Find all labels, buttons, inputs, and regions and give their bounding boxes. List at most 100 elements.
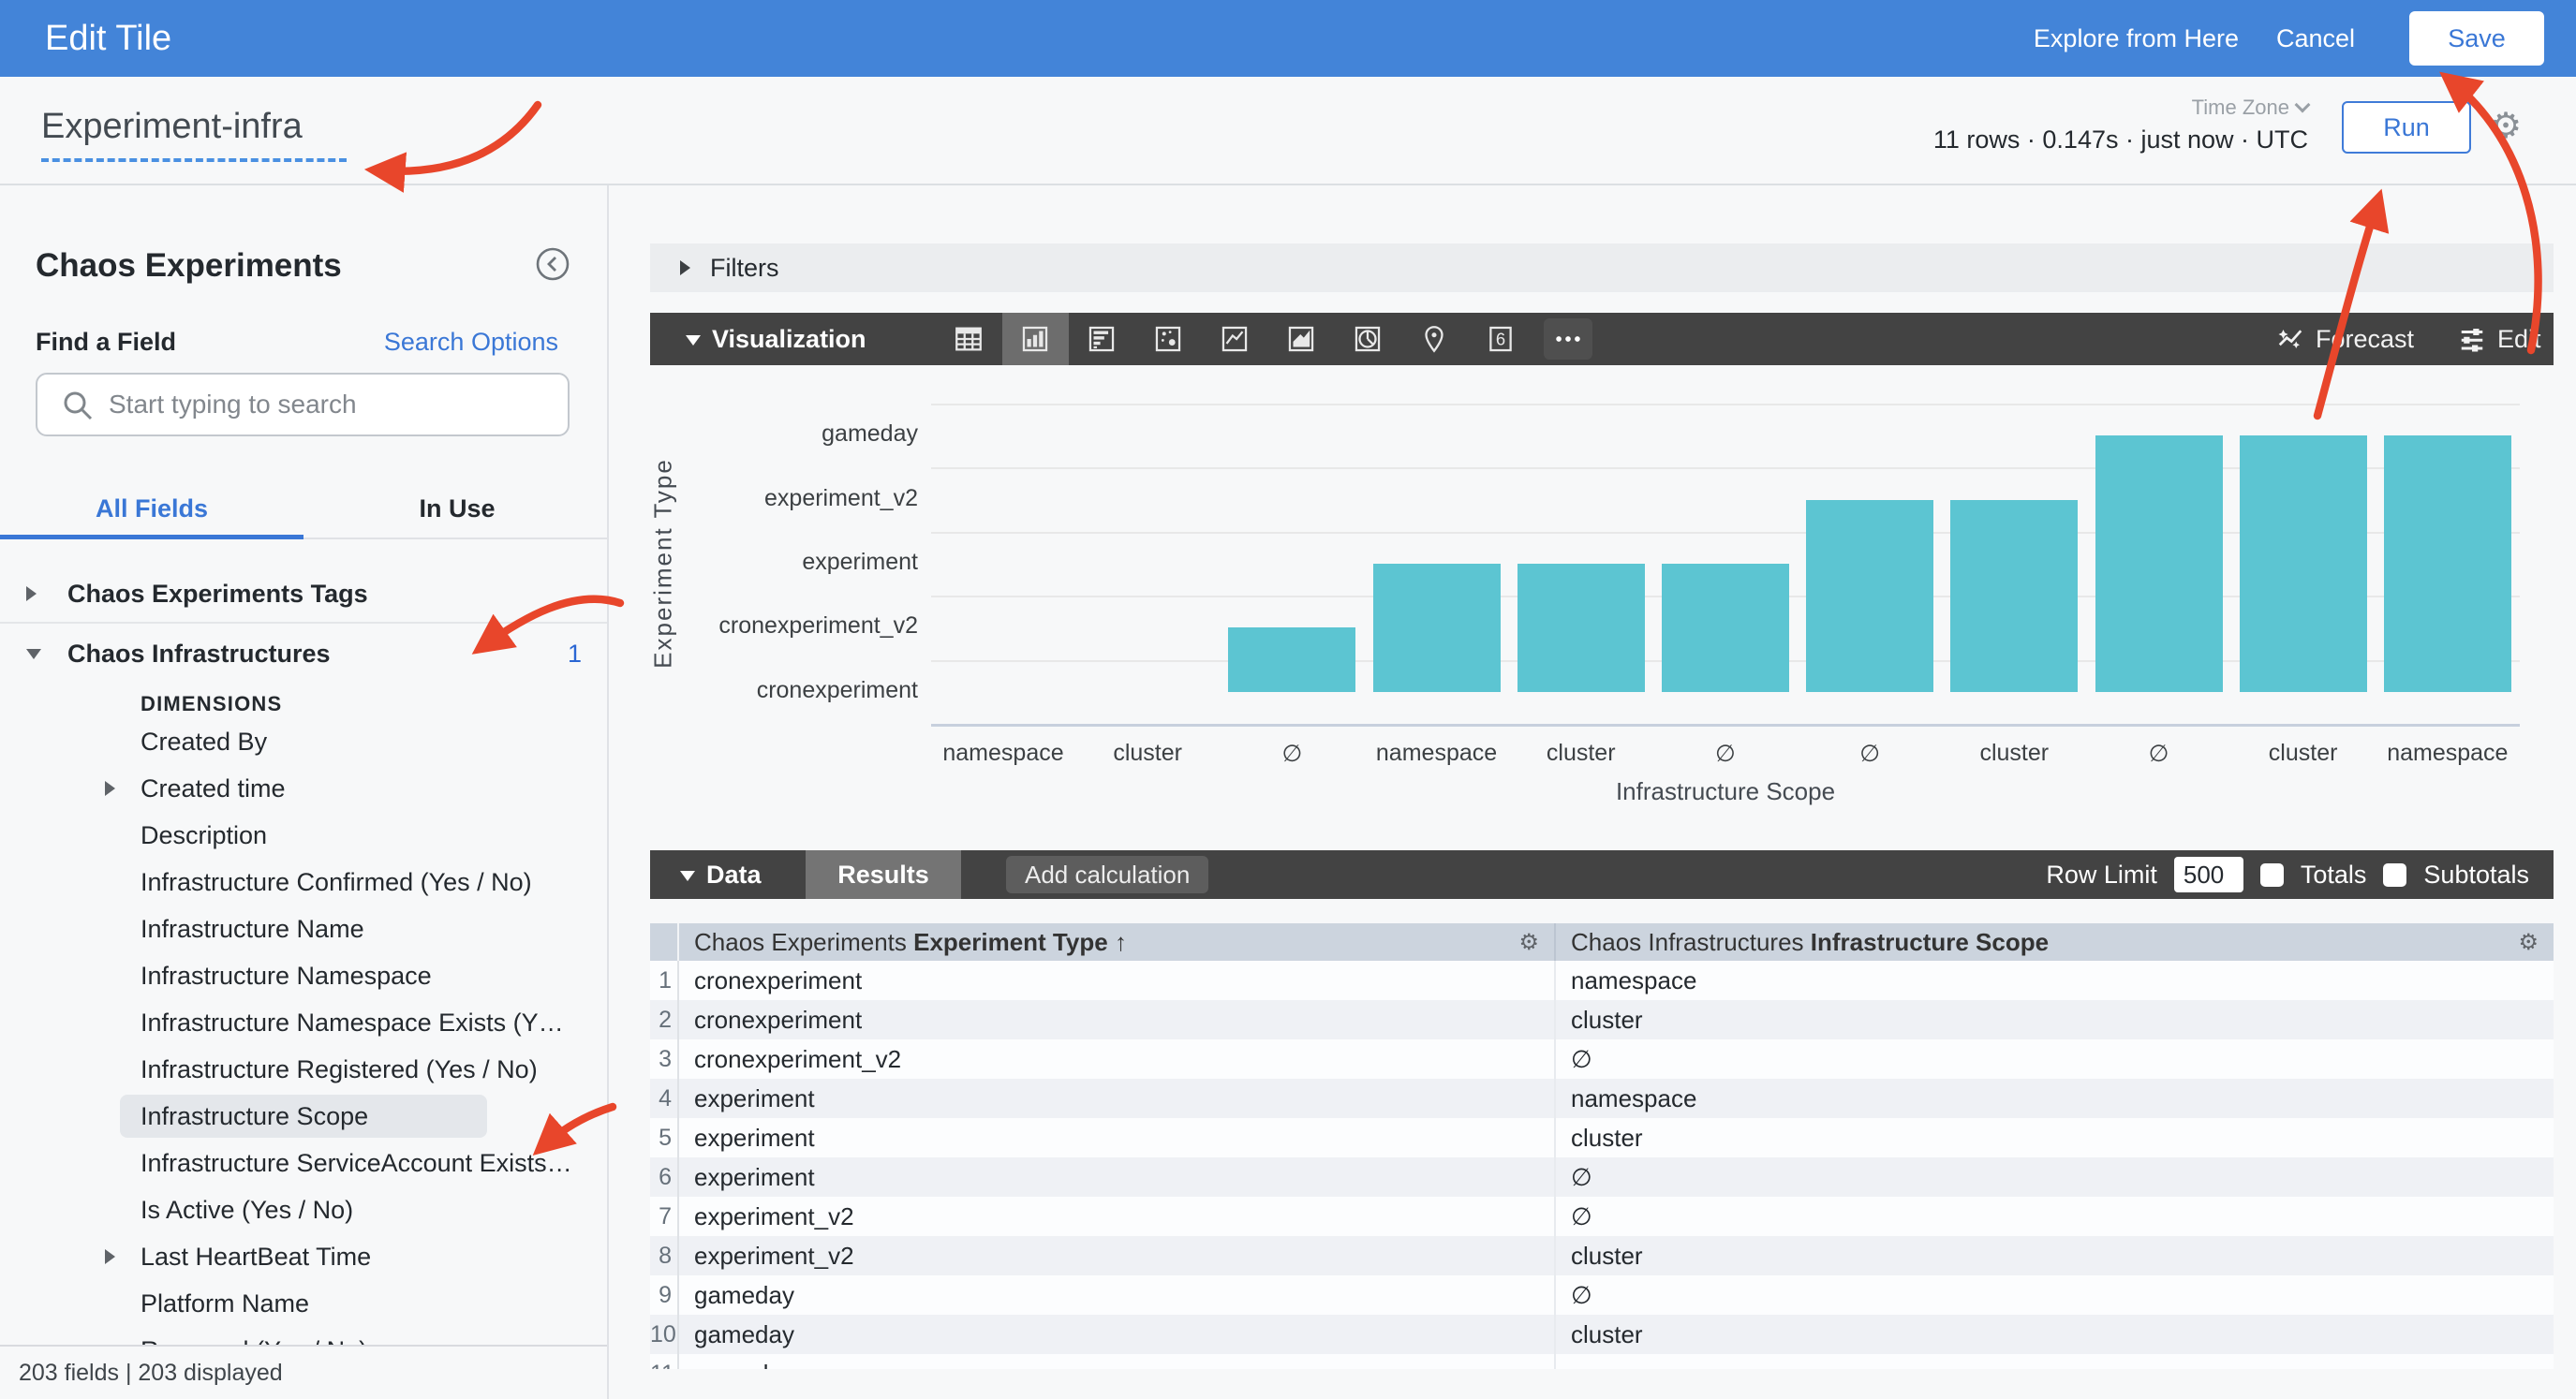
cell-infrastructure-scope[interactable]: cluster <box>1554 1118 2554 1157</box>
table-row: 8 experiment_v2 cluster <box>650 1236 2554 1275</box>
single-value-icon[interactable]: 6 <box>1468 313 1534 365</box>
explore-header: Experiment-infra Time Zone 11 rows · 0.1… <box>0 77 2576 185</box>
tab-in-use[interactable]: In Use <box>419 494 496 523</box>
cell-infrastructure-scope[interactable]: cluster <box>1554 1315 2554 1354</box>
totals-checkbox[interactable] <box>2259 862 2284 887</box>
tree-item-created-time[interactable]: Created time <box>0 765 607 812</box>
tree-item-infrastructure-namespace-exists-y[interactable]: Infrastructure Namespace Exists (Y… <box>0 999 607 1046</box>
tree-item-infrastructure-scope[interactable]: Infrastructure Scope <box>0 1093 607 1140</box>
search-options-link[interactable]: Search Options <box>383 328 558 356</box>
tree-item-infrastructure-namespace[interactable]: Infrastructure Namespace <box>0 952 607 999</box>
more-icon[interactable] <box>1534 313 1601 365</box>
tree-item-is-active-yes-no[interactable]: Is Active (Yes / No) <box>0 1186 607 1233</box>
map-pin-icon[interactable] <box>1401 313 1468 365</box>
run-button[interactable]: Run <box>2342 101 2471 154</box>
filters-section-header[interactable]: Filters <box>650 243 2554 292</box>
chart-bar[interactable] <box>2239 435 2367 692</box>
scatter-chart-icon[interactable] <box>1135 313 1202 365</box>
cell-infrastructure-scope[interactable]: cluster <box>1554 1000 2554 1039</box>
caret-down-icon[interactable] <box>680 871 695 881</box>
row-number: 5 <box>650 1118 679 1157</box>
cell-experiment-type[interactable]: gameday <box>679 1354 1554 1369</box>
cell-experiment-type[interactable]: gameday <box>694 1281 794 1309</box>
row-limit-input[interactable] <box>2173 857 2243 892</box>
cell-experiment-type[interactable]: experiment <box>694 1124 815 1152</box>
cancel-button[interactable]: Cancel <box>2275 24 2355 52</box>
cell-experiment-type[interactable]: cronexperiment_v2 <box>694 1045 902 1073</box>
tree-item-description[interactable]: Description <box>0 812 607 859</box>
cell-infrastructure-scope[interactable]: ∅ <box>1554 1275 2554 1315</box>
tree-item-infrastructure-registered-yes-no[interactable]: Infrastructure Registered (Yes / No) <box>0 1046 607 1093</box>
chart-bar[interactable] <box>1806 499 1934 692</box>
explore-from-here-button[interactable]: Explore from Here <box>2033 24 2239 52</box>
chart-bar[interactable] <box>1662 564 1789 692</box>
table-icon[interactable] <box>936 313 1002 365</box>
area-chart-icon[interactable] <box>1268 313 1335 365</box>
tree-item-infrastructure-serviceaccount-exists[interactable]: Infrastructure ServiceAccount Exists… <box>0 1140 607 1186</box>
tab-all-fields[interactable]: All Fields <box>95 494 209 523</box>
forecast-button[interactable]: Forecast <box>2276 313 2414 365</box>
chart-bar[interactable] <box>1228 627 1356 692</box>
chart-bar[interactable] <box>1372 564 1501 692</box>
subtotals-checkbox[interactable] <box>2383 862 2407 887</box>
search-input[interactable] <box>109 376 558 433</box>
viz-edit-button[interactable]: Edit <box>2458 313 2541 365</box>
field-search-box[interactable] <box>36 373 570 436</box>
tree-item-dimensions: DIMENSIONS <box>0 681 607 728</box>
caret-right-icon[interactable] <box>26 586 37 601</box>
tree-item-chaos-experiments-tags[interactable]: Chaos Experiments Tags <box>0 570 607 617</box>
cell-infrastructure-scope[interactable]: cluster <box>1554 1236 2554 1275</box>
row-number: 9 <box>650 1275 679 1315</box>
line-chart-icon[interactable] <box>1202 313 1268 365</box>
tree-item-infrastructure-name[interactable]: Infrastructure Name <box>0 906 607 952</box>
save-button[interactable]: Save <box>2409 11 2544 66</box>
cell-experiment-type[interactable]: experiment <box>694 1084 815 1112</box>
gear-icon[interactable]: ⚙ <box>1518 929 1539 955</box>
caret-right-icon[interactable] <box>105 1249 115 1264</box>
tree-item-label: Description <box>141 821 268 849</box>
tree-item-infrastructure-confirmed-yes-no[interactable]: Infrastructure Confirmed (Yes / No) <box>0 859 607 906</box>
chart-gridline <box>931 404 2520 405</box>
cell-experiment-type[interactable]: experiment_v2 <box>694 1242 854 1270</box>
pie-chart-icon[interactable] <box>1335 313 1401 365</box>
cell-infrastructure-scope[interactable]: namespace <box>1554 961 2554 1000</box>
cell-experiment-type[interactable]: cronexperiment <box>694 966 863 994</box>
tree-item-removed-yes-no[interactable]: Removed (Yes / No) <box>0 1327 607 1345</box>
cell-infrastructure-scope[interactable]: ∅ <box>1554 1197 2554 1236</box>
chart-bar[interactable] <box>2383 435 2511 692</box>
collapse-panel-icon[interactable] <box>536 247 570 281</box>
chart-bar[interactable] <box>1517 564 1645 692</box>
chart-bar[interactable] <box>1950 499 2079 692</box>
cell-experiment-type[interactable]: experiment_v2 <box>694 1202 854 1230</box>
add-calculation-button[interactable]: Add calculation <box>1006 856 1209 893</box>
cell-experiment-type[interactable]: gameday <box>694 1320 794 1348</box>
caret-right-icon <box>680 260 690 275</box>
caret-down-icon[interactable] <box>26 649 41 659</box>
gear-icon[interactable]: ⚙ <box>2518 929 2539 955</box>
caret-down-icon[interactable] <box>686 335 701 346</box>
tree-item-last-heartbeat-time[interactable]: Last HeartBeat Time <box>0 1233 607 1280</box>
column-chart-icon[interactable] <box>1002 313 1069 365</box>
gear-icon[interactable]: ⚙ <box>2490 105 2523 146</box>
time-zone-selector[interactable]: Time Zone <box>2192 96 2311 120</box>
cell-infrastructure-scope[interactable]: namespace <box>1554 1354 2554 1369</box>
results-tab[interactable]: Results <box>806 850 961 899</box>
cell-experiment-type[interactable]: cronexperiment <box>694 1006 863 1034</box>
tree-item-created-by[interactable]: Created By <box>0 718 607 765</box>
caret-right-icon[interactable] <box>105 781 115 796</box>
cell-infrastructure-scope[interactable]: namespace <box>1554 1079 2554 1118</box>
tile-name-editable[interactable]: Experiment-infra <box>41 107 347 162</box>
cell-experiment-type[interactable]: experiment <box>694 1163 815 1191</box>
column-header-experiment-type[interactable]: Chaos Experiments Experiment Type ↑ ⚙ <box>679 923 1554 961</box>
tree-item-platform-name[interactable]: Platform Name <box>0 1280 607 1327</box>
results-table: Chaos Experiments Experiment Type ↑ ⚙ Cha… <box>650 923 2554 1369</box>
x-tick-label: ∅ <box>1281 741 1303 767</box>
chart-bar[interactable] <box>2095 435 2223 692</box>
column-header-infrastructure-scope[interactable]: Chaos Infrastructures Infrastructure Sco… <box>1554 923 2554 961</box>
in-use-count-badge: 1 <box>568 640 583 668</box>
y-tick-label: gameday <box>822 420 918 448</box>
tree-item-chaos-infrastructures[interactable]: Chaos Infrastructures 1 <box>0 630 607 677</box>
cell-infrastructure-scope[interactable]: ∅ <box>1554 1157 2554 1197</box>
cell-infrastructure-scope[interactable]: ∅ <box>1554 1039 2554 1079</box>
bar-chart-icon[interactable] <box>1069 313 1135 365</box>
